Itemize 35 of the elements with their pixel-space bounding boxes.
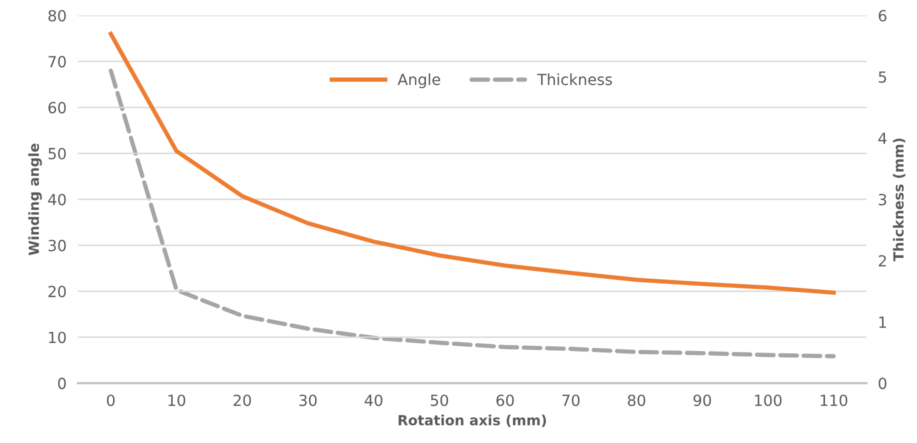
y2-tick-label: 4 (878, 132, 887, 144)
x-tick-label: 110 (820, 394, 848, 406)
x-tick-label: 20 (234, 394, 251, 406)
y2-tick-label: 6 (878, 10, 886, 22)
x-tick-label: 0 (106, 394, 115, 406)
x-axis-title: Rotation axis (mm) (398, 414, 546, 428)
x-tick-label: 10 (168, 394, 186, 406)
y-tick-label: 10 (49, 332, 66, 344)
legend-label: Angle (398, 73, 440, 88)
y-axis-title: Winding angle (28, 144, 42, 256)
y-tick-label: 50 (48, 148, 66, 160)
x-tick-label: 70 (562, 394, 580, 406)
y-tick-label: 0 (58, 378, 66, 390)
y2-axis-title: Thickness (mm) (892, 138, 906, 262)
x-tick-label: 90 (694, 394, 711, 406)
x-tick-label: 80 (628, 394, 646, 406)
y2-tick-label: 5 (878, 71, 886, 83)
y-tick-label: 40 (48, 194, 66, 206)
y-tick-label: 30 (48, 240, 66, 252)
legend-label: Thickness (537, 73, 612, 86)
x-tick-label: 50 (430, 394, 448, 406)
y2-tick-label: 0 (878, 378, 886, 390)
x-tick-label: 60 (496, 394, 514, 406)
y-tick-label: 80 (48, 10, 66, 22)
y2-tick-label: 2 (878, 255, 886, 266)
x-tick-label: 40 (364, 394, 382, 406)
line-series (108, 68, 836, 358)
y2-tick-label: 1 (879, 316, 886, 328)
x-tick-label: 30 (299, 394, 317, 406)
x-tick-label: 100 (755, 394, 782, 406)
y-tick-label: 70 (48, 56, 66, 68)
line-series (108, 32, 836, 295)
y-tick-label: 20 (48, 286, 66, 298)
y2-tick-label: 3 (878, 194, 886, 206)
y-tick-label: 60 (48, 102, 66, 114)
